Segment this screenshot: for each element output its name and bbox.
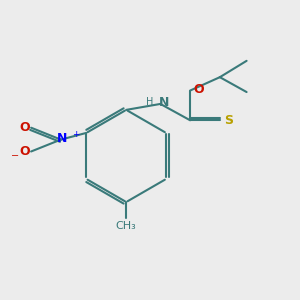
Text: +: +	[72, 130, 80, 139]
Text: N: N	[159, 96, 169, 109]
Text: O: O	[19, 145, 30, 158]
Text: CH₃: CH₃	[116, 221, 136, 231]
Text: S: S	[224, 114, 233, 127]
Text: N: N	[57, 132, 68, 145]
Text: O: O	[19, 121, 30, 134]
Text: O: O	[193, 82, 204, 96]
Text: −: −	[11, 151, 19, 161]
Text: H: H	[146, 98, 153, 107]
